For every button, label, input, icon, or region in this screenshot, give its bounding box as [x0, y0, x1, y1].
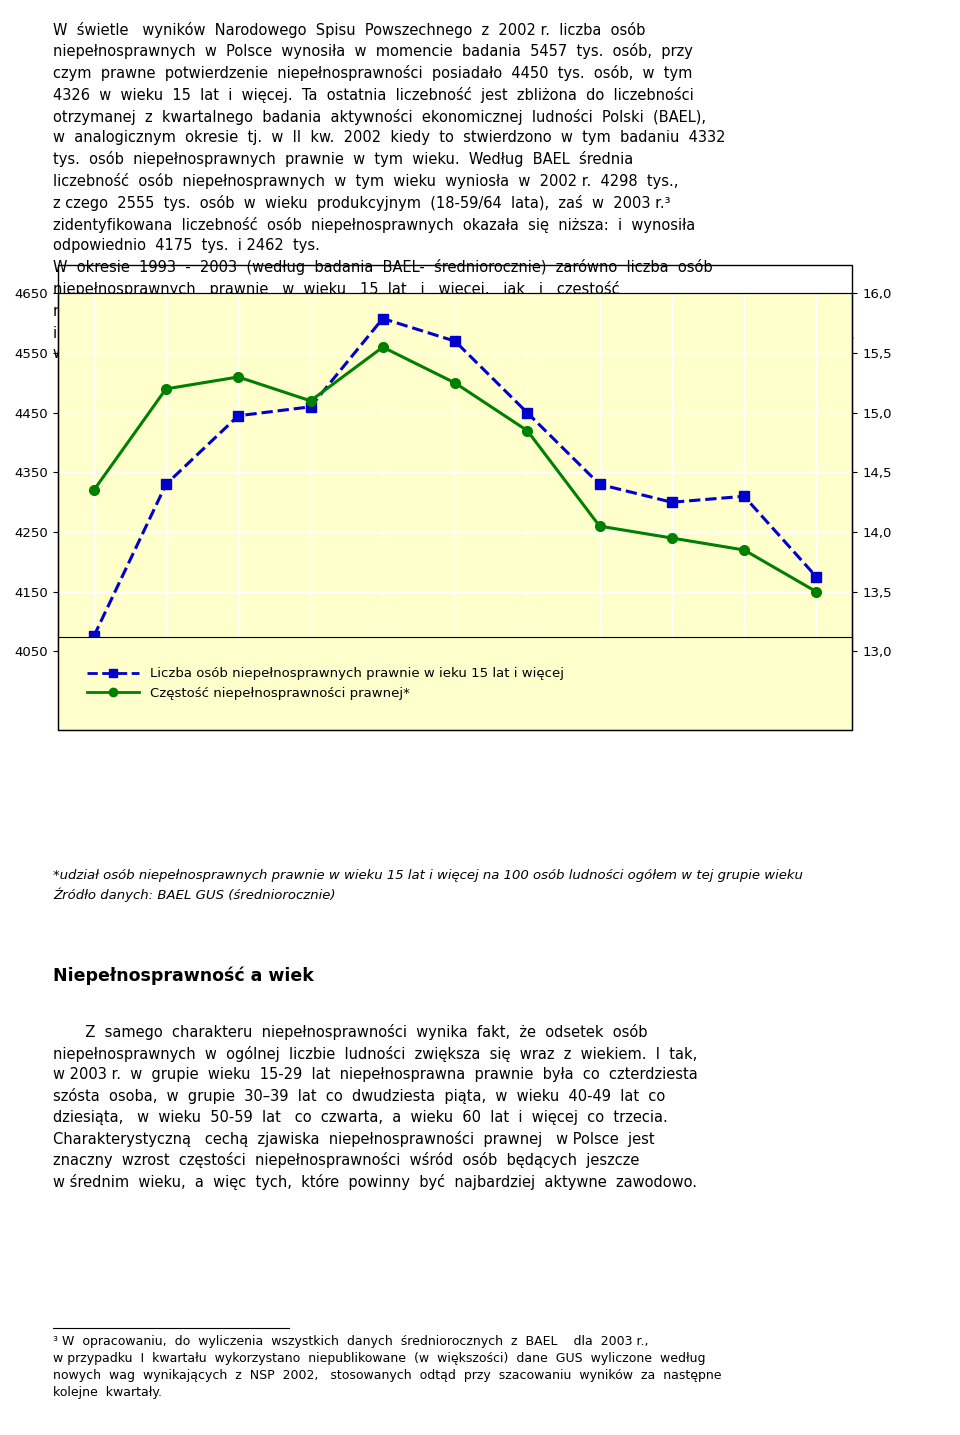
Text: Wykres 1. 1. Osoby niepełnosprawne prawnie w wieku 15 lat i więcej w latach 1993: Wykres 1. 1. Osoby niepełnosprawne prawn… [125, 330, 854, 364]
Text: Z  samego  charakteru  niepełnosprawności  wynika  fakt,  że  odsetek  osób
niep: Z samego charakteru niepełnosprawności w… [53, 1025, 698, 1190]
Text: Niepełnosprawność a wiek: Niepełnosprawność a wiek [53, 966, 314, 984]
Text: ³ W  opracowaniu,  do  wyliczenia  wszystkich  danych  średniorocznych  z  BAEL : ³ W opracowaniu, do wyliczenia wszystkic… [53, 1335, 721, 1399]
Legend: Liczba osób niepełnosprawnych prawnie w ieku 15 lat i więcej, Częstość niepełnos: Liczba osób niepełnosprawnych prawnie w … [80, 660, 570, 706]
Text: *udział osób niepełnosprawnych prawnie w wieku 15 lat i więcej na 100 osób ludno: *udział osób niepełnosprawnych prawnie w… [53, 868, 803, 901]
Text: W  świetle   wyników  Narodowego  Spisu  Powszechnego  z  2002 r.  liczba  osób
: W świetle wyników Narodowego Spisu Powsz… [53, 22, 726, 362]
